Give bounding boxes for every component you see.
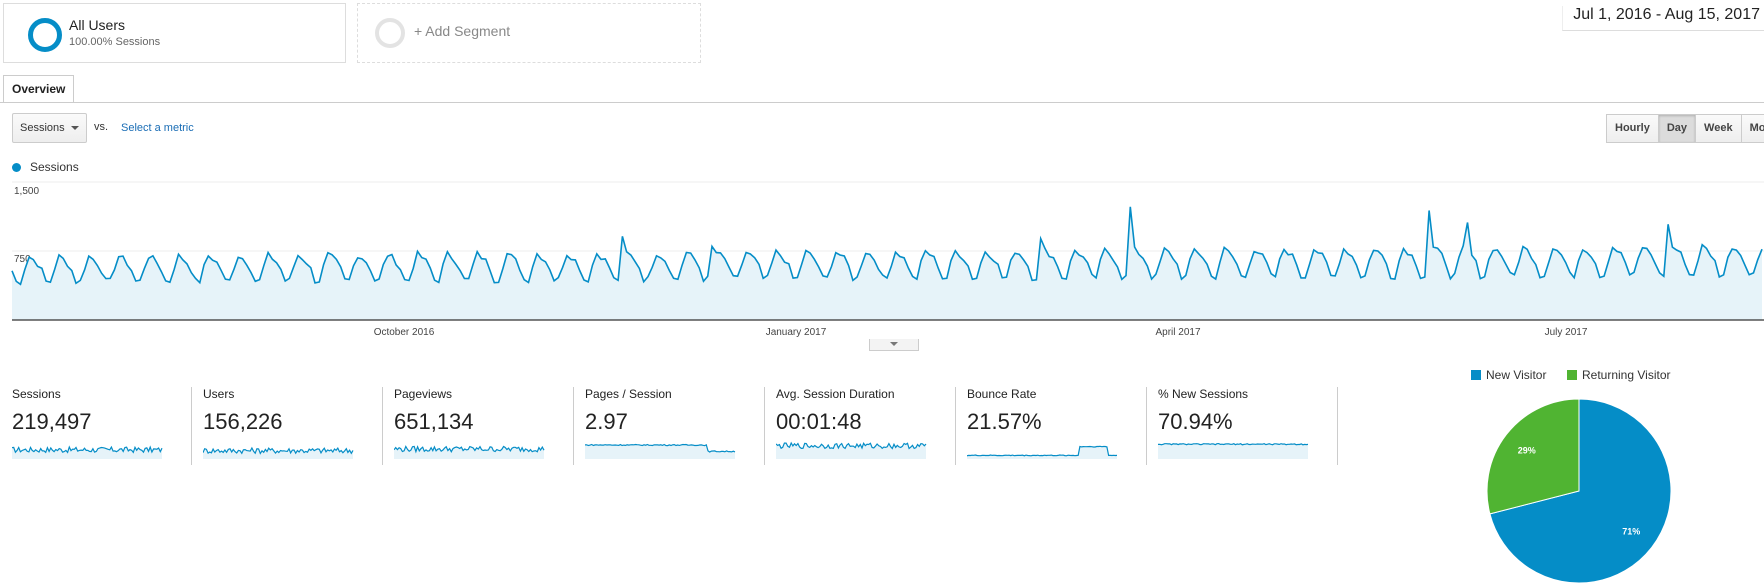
scorecard-label: Pages / Session bbox=[585, 387, 672, 401]
pie-legend-label: Returning Visitor bbox=[1582, 368, 1671, 382]
sparkline-area bbox=[967, 446, 1117, 459]
scorecard-sessions[interactable]: Sessions 219,497 bbox=[0, 387, 192, 465]
scorecard-label: % New Sessions bbox=[1158, 387, 1249, 401]
vs-label: vs. bbox=[94, 121, 109, 133]
scorecard-pageviews[interactable]: Pageviews 651,134 bbox=[382, 387, 574, 465]
sparkline-line bbox=[394, 445, 545, 454]
add-segment-button[interactable]: + Add Segment bbox=[357, 3, 701, 63]
sparkline-area bbox=[12, 447, 162, 459]
granularity-toggle: Hourly Day Week Month bbox=[1606, 114, 1764, 143]
scorecard-new-sessions[interactable]: % New Sessions 70.94% bbox=[1146, 387, 1338, 465]
legend-swatch-icon bbox=[1471, 370, 1481, 380]
metric-dropdown[interactable]: Sessions bbox=[12, 113, 87, 143]
scorecard-value: 651,134 bbox=[394, 409, 474, 434]
pie-label-returning-visitor: 29% bbox=[1518, 445, 1536, 455]
legend-dot-icon bbox=[12, 163, 21, 172]
scorecard-bounce-rate[interactable]: Bounce Rate 21.57% bbox=[955, 387, 1147, 465]
scorecard-label: Bounce Rate bbox=[967, 387, 1037, 401]
sparkline bbox=[394, 445, 545, 459]
sessions-line bbox=[11, 206, 1763, 286]
scorecard-value: 219,497 bbox=[12, 409, 92, 434]
sessions-area bbox=[12, 206, 1762, 320]
sparkline-area bbox=[585, 444, 735, 459]
segment-subtitle: 100.00% Sessions bbox=[69, 36, 161, 48]
segment-all-users[interactable]: All Users 100.00% Sessions bbox=[3, 3, 346, 63]
scorecard-value: 2.97 bbox=[585, 409, 628, 434]
scorecard-avg-session-duration[interactable]: Avg. Session Duration 00:01:48 bbox=[764, 387, 956, 465]
select-metric-link[interactable]: Select a metric bbox=[121, 122, 194, 134]
chevron-down-icon bbox=[890, 342, 898, 346]
scorecard-value: 156,226 bbox=[203, 409, 283, 434]
pie-legend-new-visitor[interactable]: New Visitor bbox=[1471, 368, 1546, 382]
legend-swatch-icon bbox=[1567, 370, 1577, 380]
sparkline-area bbox=[1158, 443, 1308, 459]
sparkline bbox=[776, 441, 927, 459]
pie-label-new-visitor: 71% bbox=[1622, 527, 1640, 537]
collapse-chart-toggle[interactable] bbox=[869, 339, 919, 351]
sparkline bbox=[203, 446, 354, 459]
granularity-hourly-button[interactable]: Hourly bbox=[1606, 114, 1659, 143]
sparkline-line bbox=[585, 443, 736, 453]
scorecard-label: Users bbox=[203, 387, 235, 401]
x-tick-label-april-2017: April 2017 bbox=[1155, 327, 1200, 338]
metric-dropdown-value: Sessions bbox=[20, 122, 65, 134]
granularity-week-button[interactable]: Week bbox=[1695, 114, 1742, 143]
sparkline-line bbox=[203, 446, 354, 455]
pie-slice-returning-visitor[interactable] bbox=[1486, 398, 1580, 515]
sparkline-line bbox=[967, 445, 1118, 457]
y-tick-label-1500: 1,500 bbox=[14, 186, 39, 197]
granularity-day-button[interactable]: Day bbox=[1657, 114, 1697, 143]
sparkline-line bbox=[12, 445, 163, 454]
sparkline bbox=[967, 445, 1118, 459]
sparkline bbox=[12, 445, 163, 459]
chevron-down-icon bbox=[71, 126, 79, 130]
tab-overview[interactable]: Overview bbox=[3, 75, 75, 103]
pie-legend-returning-visitor[interactable]: Returning Visitor bbox=[1567, 368, 1671, 382]
pie-slice-new-visitor[interactable] bbox=[1489, 398, 1672, 584]
scorecard-label: Avg. Session Duration bbox=[776, 387, 895, 401]
tab-divider bbox=[0, 102, 1764, 103]
sparkline-line bbox=[1158, 442, 1309, 446]
scorecard-value: 21.57% bbox=[967, 409, 1042, 434]
sparkline bbox=[1158, 442, 1309, 459]
scorecard-value: 70.94% bbox=[1158, 409, 1233, 434]
visitor-type-pie-chart[interactable]: 71% 29% bbox=[1480, 395, 1680, 587]
x-tick-label-october-2016: October 2016 bbox=[374, 327, 435, 338]
segment-title: All Users bbox=[69, 17, 126, 33]
scorecard-pages-per-session[interactable]: Pages / Session 2.97 bbox=[573, 387, 765, 465]
sparkline-area bbox=[203, 448, 353, 459]
sessions-line-chart[interactable]: 1,500 750 October 2016 January 2017 Apri… bbox=[0, 175, 1764, 340]
scorecard-users[interactable]: Users 156,226 bbox=[191, 387, 383, 465]
empty-segment-ring-icon bbox=[375, 18, 405, 48]
x-tick-label-july-2017: July 2017 bbox=[1545, 327, 1588, 338]
x-tick-label-january-2017: January 2017 bbox=[766, 327, 827, 338]
scorecard-label: Pageviews bbox=[394, 387, 453, 401]
add-segment-label: + Add Segment bbox=[414, 23, 511, 39]
scorecard-label: Sessions bbox=[12, 387, 61, 401]
date-range-picker[interactable]: Jul 1, 2016 - Aug 15, 2017 bbox=[1562, 6, 1764, 31]
segment-ring-icon bbox=[28, 18, 62, 52]
scorecard-value: 00:01:48 bbox=[776, 409, 862, 434]
y-tick-label-750: 750 bbox=[14, 254, 31, 265]
pie-legend-label: New Visitor bbox=[1486, 368, 1547, 382]
sparkline-line bbox=[776, 441, 927, 450]
legend-label: Sessions bbox=[30, 160, 79, 174]
sparkline bbox=[585, 443, 736, 459]
granularity-month-button[interactable]: Month bbox=[1740, 114, 1764, 143]
